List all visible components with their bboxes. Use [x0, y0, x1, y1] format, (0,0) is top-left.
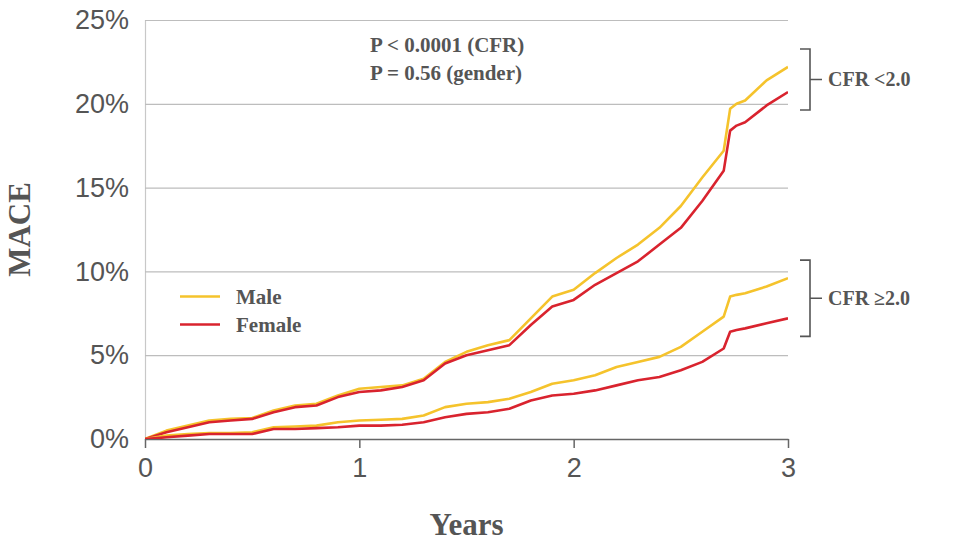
plot-area: 0% 5% 10% 15% 20% 25% 0 1 2 3 — [75, 5, 796, 483]
y-tick-label: 0% — [90, 424, 129, 454]
x-tick: 2 — [567, 439, 582, 483]
bracket — [800, 260, 822, 336]
annotation: P < 0.0001 (CFR) — [370, 33, 524, 57]
grid-line — [145, 188, 788, 189]
y-tick: 20% — [75, 89, 788, 119]
group-label: CFR ≥2.0 — [828, 287, 910, 309]
bracket — [800, 49, 822, 110]
tick-mark — [359, 439, 361, 448]
y-axis: 0% 5% 10% 15% 20% 25% — [75, 5, 788, 454]
x-tick-label: 0 — [138, 453, 153, 483]
grid-line — [145, 104, 788, 105]
y-tick: 25% — [75, 5, 788, 35]
grid-line — [145, 439, 788, 440]
legend-item: Male — [180, 285, 281, 309]
legend-swatch — [180, 323, 220, 326]
y-tick-label: 25% — [75, 5, 129, 35]
x-tick-label: 3 — [781, 453, 796, 483]
x-axis-line — [146, 439, 789, 441]
y-tick: 0% — [90, 424, 788, 454]
x-tick-label: 1 — [352, 453, 367, 483]
x-axis: 0 1 2 3 — [138, 439, 796, 483]
y-axis-line — [146, 21, 789, 440]
legend: Male Female — [180, 285, 301, 337]
y-tick-label: 15% — [75, 173, 129, 203]
legend-label: Male — [236, 285, 281, 309]
tick-mark — [145, 439, 147, 448]
x-tick: 0 — [138, 439, 153, 483]
x-tick: 1 — [352, 439, 367, 483]
x-axis-title: Years — [429, 507, 503, 542]
y-tick-label: 20% — [75, 89, 129, 119]
y-tick: 15% — [75, 173, 788, 203]
y-tick-label: 5% — [90, 340, 129, 370]
grid-line — [145, 271, 788, 272]
y-tick-label: 10% — [75, 257, 129, 287]
tick-mark — [573, 439, 575, 448]
annotation: P = 0.56 (gender) — [370, 61, 522, 85]
series-lines — [145, 67, 788, 439]
x-tick: 3 — [781, 439, 796, 483]
x-tick-label: 2 — [567, 453, 582, 483]
series-line — [145, 67, 788, 439]
grid-line — [145, 20, 788, 21]
series-line — [145, 278, 788, 439]
legend-item: Female — [180, 313, 301, 337]
legend-swatch — [180, 295, 220, 298]
series-line — [145, 92, 788, 439]
y-axis-title: MACE — [2, 182, 37, 277]
chart: 0% 5% 10% 15% 20% 25% 0 1 2 3 CFR <2.0 CFR ≥2.0 Male… — [0, 0, 960, 546]
y-tick: 10% — [75, 257, 788, 287]
group-label: CFR <2.0 — [828, 68, 911, 90]
legend-label: Female — [236, 313, 301, 337]
tick-mark — [788, 439, 790, 448]
group-brackets: CFR <2.0 CFR ≥2.0 — [800, 49, 911, 336]
